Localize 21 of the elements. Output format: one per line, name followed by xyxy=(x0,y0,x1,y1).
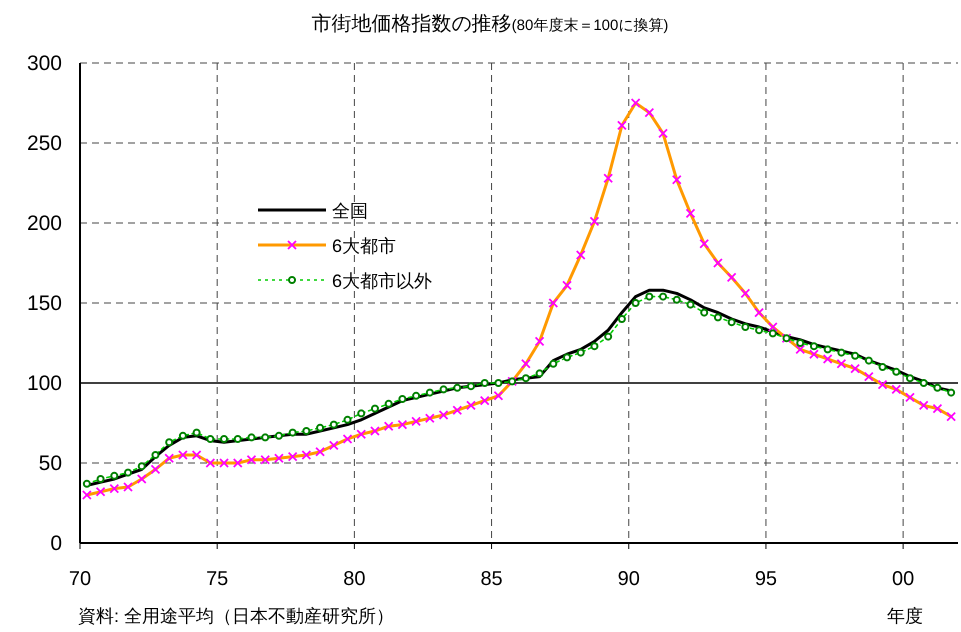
y-tick-label: 0 xyxy=(50,532,62,555)
y-tick-label: 50 xyxy=(38,452,62,475)
x-tick-label: 95 xyxy=(754,568,778,590)
x-tick-label: 80 xyxy=(343,568,366,590)
text: 資料: 全用途平均（日本不動産研究所） xyxy=(78,606,394,626)
chart-subtitle: (80年度末＝100に換算) xyxy=(512,17,668,34)
x-tick-label: 85 xyxy=(480,568,503,590)
x-axis-title: 年度 xyxy=(887,606,923,626)
x-tick-label: 90 xyxy=(618,568,640,590)
y-tick-label: 100 xyxy=(26,372,62,395)
legend-label: 6大都市 xyxy=(332,236,396,256)
chart-title: 市街地価格指数の推移 xyxy=(312,13,512,35)
y-tick-label: 200 xyxy=(26,212,62,235)
y-tick-label: 250 xyxy=(26,132,62,155)
legend-label: 6大都市以外 xyxy=(332,271,432,291)
legend-label: 全国 xyxy=(332,201,368,221)
x-tick-label: 75 xyxy=(206,568,228,590)
x-tick-label: 00 xyxy=(892,568,914,590)
y-tick-label: 300 xyxy=(26,52,62,75)
x-tick-label: 70 xyxy=(68,568,92,590)
y-tick-label: 150 xyxy=(26,292,62,315)
